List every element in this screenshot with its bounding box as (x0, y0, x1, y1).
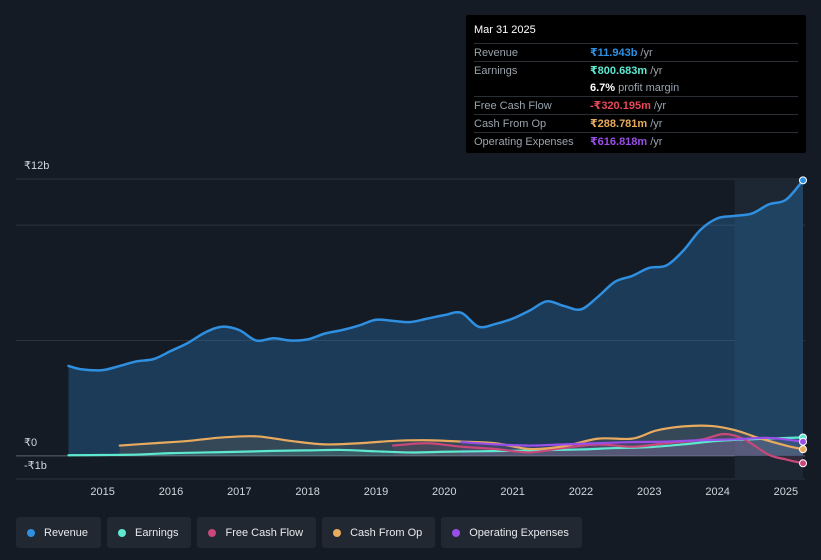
legend-label: Revenue (44, 526, 89, 539)
x-tick-label: 2025 (774, 486, 798, 498)
tooltip-value: ₹11.943b (590, 47, 638, 59)
x-tick-label: 2016 (159, 486, 183, 498)
tooltip-unit: /yr (653, 99, 667, 112)
tooltip-row-earnings: Earnings ₹800.683m /yr (474, 61, 798, 79)
legend-label: Operating Expenses (469, 526, 569, 539)
y-tick-label: ₹12b (24, 160, 49, 172)
tooltip-unit: /yr (650, 64, 663, 77)
x-tick-label: 2024 (705, 486, 729, 498)
revenue-area (68, 180, 803, 456)
legend: Revenue Earnings Free Cash Flow Cash Fro… (16, 517, 582, 548)
revenue-line (67, 179, 805, 372)
legend-item-revenue[interactable]: Revenue (16, 517, 102, 548)
tooltip-value: ₹800.683m (590, 65, 648, 77)
y-tick-label: ₹0 (24, 437, 37, 449)
tooltip-value: ₹616.818m (590, 136, 648, 148)
grid-lines (16, 178, 805, 480)
tooltip-row-revenue: Revenue ₹11.943b /yr (474, 43, 798, 61)
tooltip-row-cfo: Cash From Op ₹288.781m /yr (474, 114, 798, 132)
legend-label: Free Cash Flow (225, 526, 304, 539)
fcf-end-marker (799, 459, 807, 468)
x-tick-label: 2022 (569, 486, 593, 498)
x-tick-label: 2018 (295, 486, 319, 498)
legend-label: Earnings (135, 526, 179, 539)
earnings-area (68, 437, 803, 456)
fcf-dot-icon (208, 528, 217, 537)
legend-item-fcf[interactable]: Free Cash Flow (197, 517, 317, 548)
legend-item-opex[interactable]: Operating Expenses (441, 517, 582, 548)
tooltip-panel: Mar 31 2025 Revenue ₹11.943b /yr Earning… (466, 15, 806, 153)
x-axis-labels: 2015 2016 2017 2018 2019 2020 2021 2022 2023 2024… (90, 486, 798, 498)
opex-dot-icon (452, 528, 461, 537)
tooltip-unit: /yr (650, 135, 663, 148)
tooltip-row-margin: 6.7% profit margin (474, 79, 798, 96)
x-tick-label: 2021 (500, 486, 524, 498)
x-tick-label: 2015 (90, 486, 114, 498)
tooltip-label: Revenue (474, 46, 519, 59)
past-data-shade (734, 179, 803, 479)
profit-margin-value: 6.7% (590, 81, 616, 94)
cfo-end-marker (799, 445, 807, 454)
x-tick-label: 2017 (227, 486, 251, 498)
tooltip-label: Free Cash Flow (474, 99, 552, 112)
series-endpoints (799, 176, 807, 468)
series-lines (67, 179, 805, 465)
y-tick-label: -₹1b (24, 460, 47, 472)
tooltip-date: Mar 31 2025 (474, 24, 536, 36)
x-tick-label: 2020 (432, 486, 456, 498)
revenue-end-marker (799, 176, 807, 185)
tooltip-row-fcf: Free Cash Flow -₹320.195m /yr (474, 96, 798, 114)
tooltip-label: Cash From Op (474, 117, 547, 130)
tooltip-value: ₹288.781m (590, 118, 648, 130)
opex-end-marker (799, 437, 807, 446)
x-tick-label: 2019 (364, 486, 388, 498)
earnings-dot-icon (118, 528, 127, 537)
profit-margin-text: profit margin (618, 81, 680, 94)
cfo-dot-icon (333, 528, 342, 537)
tooltip-label: Operating Expenses (474, 135, 574, 148)
tooltip-unit: /yr (640, 46, 653, 59)
fcf-line (391, 432, 805, 465)
legend-label: Cash From Op (350, 526, 423, 539)
tooltip-label: Earnings (474, 64, 518, 77)
cfo-line (118, 424, 805, 451)
legend-item-cfo[interactable]: Cash From Op (322, 517, 436, 548)
tooltip-value: -₹320.195m (590, 100, 651, 112)
legend-item-earnings[interactable]: Earnings (107, 517, 192, 548)
tooltip-row-opex: Operating Expenses ₹616.818m /yr (474, 132, 798, 150)
opex-line (460, 436, 805, 447)
earnings-line (67, 436, 805, 457)
y-axis-labels: ₹12b ₹0 -₹1b (24, 160, 49, 472)
revenue-dot-icon (27, 528, 35, 537)
area-fills (68, 180, 804, 464)
tooltip-unit: /yr (650, 117, 663, 130)
x-tick-label: 2023 (637, 486, 661, 498)
